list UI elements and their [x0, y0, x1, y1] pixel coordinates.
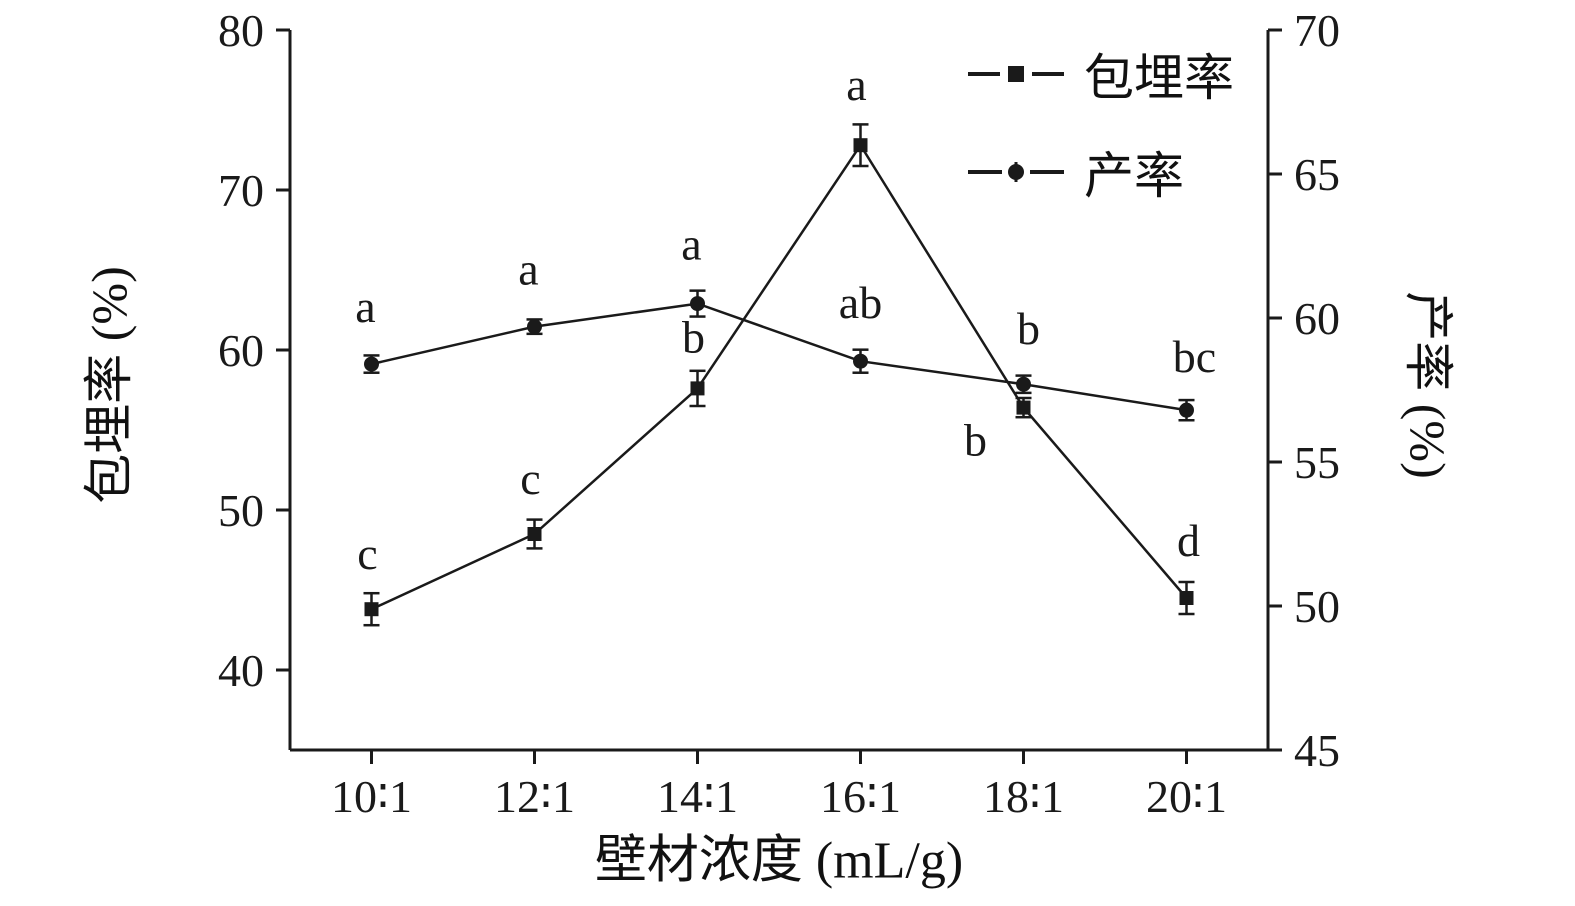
tick-label: 14∶1	[657, 771, 738, 822]
point-label: a	[355, 281, 375, 332]
series-yield: a a a ab b bc	[355, 219, 1216, 422]
square-marker	[690, 381, 705, 396]
tick-label: 10∶1	[331, 771, 412, 822]
circle-marker	[853, 353, 868, 369]
circle-marker	[364, 356, 379, 372]
x-axis-title: 壁材浓度 (mL/g)	[594, 832, 964, 890]
tick-label: 60	[1294, 293, 1340, 344]
point-label: a	[846, 59, 866, 110]
left-axis-ticks: 40 50 60 70 80	[218, 5, 290, 696]
legend: 包埋率 产率	[968, 38, 1234, 208]
square-marker	[364, 602, 379, 617]
circle-marker	[690, 296, 705, 312]
tick-label: 40	[218, 645, 264, 696]
legend-label-yield: 产率	[1084, 148, 1184, 204]
square-marker	[853, 138, 868, 153]
tick-label: 70	[218, 165, 264, 216]
tick-label: 80	[218, 5, 264, 56]
tick-label: 50	[218, 485, 264, 536]
tick-label: 50	[1294, 581, 1340, 632]
tick-label: 20∶1	[1146, 771, 1227, 822]
point-label: c	[520, 453, 540, 504]
circle-marker	[1179, 402, 1194, 418]
left-axis-title: 包埋率 (%)	[81, 266, 137, 504]
point-label: b	[682, 311, 705, 362]
legend-item-embedding-rate: 包埋率	[968, 38, 1234, 110]
legend-item-yield: 产率	[968, 136, 1234, 208]
square-marker	[527, 527, 542, 541]
x-axis-ticks: 10∶1 12∶1 14∶1 16∶1 18∶1 20∶1	[331, 750, 1227, 822]
legend-circle-marker-icon	[968, 162, 1064, 182]
tick-label: 55	[1294, 437, 1340, 488]
tick-label: 65	[1294, 149, 1340, 200]
point-label: bc	[1173, 331, 1216, 382]
tick-label: 12∶1	[494, 771, 575, 822]
axes	[288, 30, 1270, 752]
circle-marker	[1016, 376, 1031, 392]
point-label: c	[357, 528, 377, 579]
right-axis-title: 产率 (%)	[1400, 291, 1456, 479]
tick-label: 70	[1294, 5, 1340, 56]
right-axis-ticks: 45 50 55 60 65 70	[1268, 5, 1340, 776]
point-label: a	[518, 244, 538, 295]
point-label: ab	[839, 277, 882, 328]
legend-square-marker-icon	[968, 66, 1064, 82]
tick-label: 16∶1	[820, 771, 901, 822]
circle-marker	[527, 319, 542, 335]
square-marker	[1179, 591, 1194, 605]
point-label: b	[964, 415, 987, 466]
point-label: d	[1177, 515, 1200, 566]
square-marker	[1016, 400, 1031, 415]
point-label: b	[1017, 303, 1040, 354]
tick-label: 18∶1	[983, 771, 1064, 822]
legend-label-embedding-rate: 包埋率	[1084, 50, 1234, 106]
tick-label: 60	[218, 325, 264, 376]
tick-label: 45	[1294, 725, 1340, 776]
point-label: a	[681, 219, 701, 270]
